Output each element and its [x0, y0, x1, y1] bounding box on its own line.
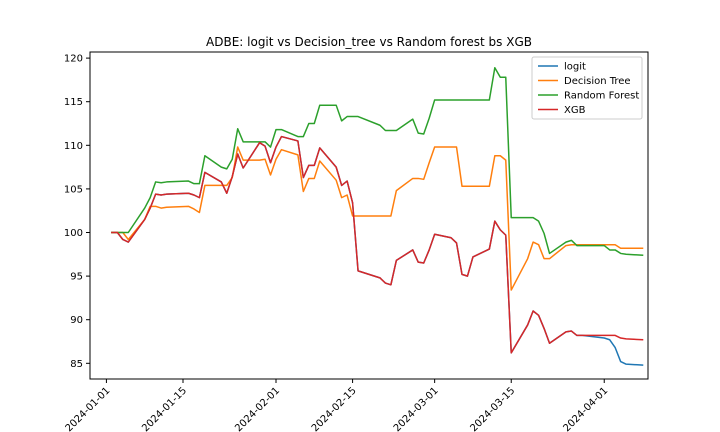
legend-label: XGB [564, 105, 586, 116]
y-tick-label: 95 [70, 272, 83, 283]
legend-box [531, 56, 643, 120]
y-tick-label: 100 [64, 228, 83, 239]
plot-frame [89, 51, 649, 380]
series-line-decision-tree [111, 146, 644, 291]
series-line-random-forest [111, 66, 644, 256]
y-tick-label: 105 [64, 184, 83, 195]
chart-title: ADBE: logit vs Decision_tree vs Random f… [206, 35, 532, 49]
series-layer [111, 66, 644, 366]
y-tick-label: 85 [70, 359, 83, 370]
legend-label: Decision Tree [564, 76, 631, 87]
legend: logit Decision Tree Random Forest XGB [531, 56, 643, 120]
y-tick-label: 115 [64, 97, 83, 108]
legend-label: logit [564, 62, 586, 73]
y-tick-label: 90 [70, 315, 83, 326]
y-tick-label: 110 [64, 141, 83, 152]
legend-label: Random Forest [564, 91, 639, 102]
y-tick-label: 120 [64, 54, 83, 65]
series-line-xgb [111, 135, 644, 354]
